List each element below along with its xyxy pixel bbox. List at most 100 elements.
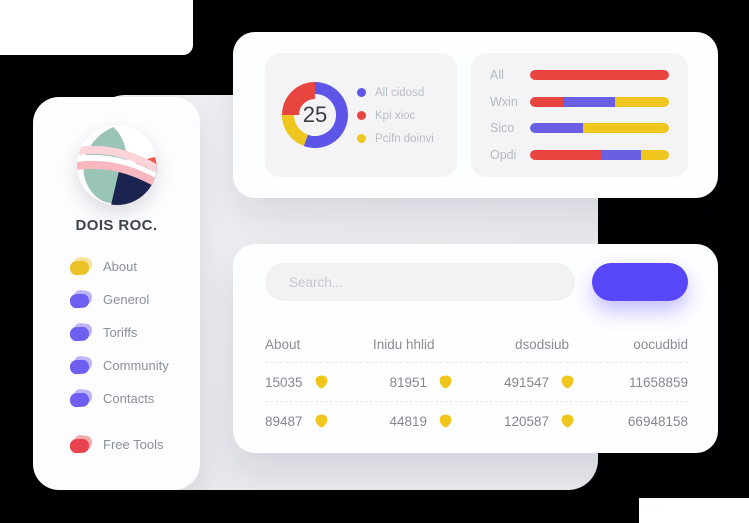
cell-value: 44819 [389, 413, 427, 429]
legend-item-all-cidosd: All cidosd [357, 81, 434, 104]
bar-segment [563, 96, 615, 107]
brand-logo-icon [76, 125, 157, 205]
cell-value: 15035 [265, 374, 303, 390]
bar-row-sico: Sico [490, 121, 669, 135]
donut-segment-pcifn-doinvi [282, 114, 309, 147]
table-cell: 11658859 [587, 375, 688, 390]
sidebar-item-contacts[interactable]: Contacts [69, 382, 200, 415]
legend-label: Pcifn doinvi [375, 132, 434, 145]
bars-panel: All Wxin Sico Opdi [471, 53, 688, 177]
bar-segment [530, 70, 669, 80]
brand-name: DOIS ROC. [75, 217, 158, 234]
donut-segment-kpi-xioc [282, 82, 316, 116]
data-table: About Inidu hhlid dsodsiub oocudbid 15035 8… [265, 326, 688, 440]
blob-icon [69, 435, 93, 454]
legend-dot [357, 88, 366, 97]
sidebar-item-label: Community [103, 358, 169, 373]
sidebar-menu-secondary: Free Tools [69, 428, 200, 461]
blob-icon [69, 257, 93, 276]
bar-segment [530, 149, 601, 160]
shield-icon [315, 414, 327, 428]
bar-label: All [490, 68, 504, 82]
table-header-row: About Inidu hhlid dsodsiub oocudbid [265, 326, 688, 362]
donut-chart-svg [282, 82, 348, 148]
bar-track [530, 123, 669, 134]
sidebar-item-free-tools[interactable]: Free Tools [69, 428, 200, 461]
column-header-dsodsiub: dsodsiub [514, 336, 569, 352]
donut-legend: All cidosd Kpi xioc Pcifn doinvi [357, 81, 434, 150]
table-cell: 66948158 [587, 414, 688, 429]
table-cell: 81951 [373, 375, 465, 390]
sidebar-item-about[interactable]: About [69, 250, 200, 283]
bar-row-wxin: Wxin [490, 95, 669, 109]
sidebar-item-label: Free Tools [103, 437, 164, 452]
bar-row-all: All [490, 68, 669, 82]
legend-item-kpi-xioc: Kpi xioc [357, 104, 434, 127]
donut-chart: 25 [275, 75, 355, 155]
cell-value: 81951 [389, 374, 427, 390]
table-card: About Inidu hhlid dsodsiub oocudbid 15035 8… [233, 244, 718, 453]
cell-value: 120587 [503, 413, 549, 429]
legend-dot [357, 111, 366, 120]
blob-icon [69, 356, 93, 375]
background-rect-bottom-right [639, 498, 749, 523]
column-header-about: About [265, 336, 301, 352]
sidebar-item-label: Generol [103, 292, 150, 307]
sidebar-item-community[interactable]: Community [69, 349, 200, 382]
column-header-inidu-hhlid: Inidu hhlid [373, 336, 435, 352]
blob-icon [69, 290, 93, 309]
legend-label: All cidosd [375, 86, 425, 99]
legend-item-pcifn-doinvi: Pcifn doinvi [357, 127, 434, 150]
sidebar: DOIS ROC. About Generol Toriffs Communit… [33, 97, 200, 490]
table-cell: 89487 [265, 414, 373, 429]
bar-segment [641, 149, 669, 160]
sidebar-item-generol[interactable]: Generol [69, 283, 200, 316]
shield-icon [439, 375, 452, 389]
shield-icon [439, 414, 452, 428]
blob-icon [69, 323, 93, 342]
shield-icon [561, 375, 574, 389]
stats-card: 25 All cidosd Kpi xioc Pcifn doinvi All Wxi… [233, 32, 718, 198]
search-input[interactable] [265, 263, 575, 301]
bar-row-opdi: Opdi [490, 148, 669, 162]
shield-icon [561, 414, 574, 428]
stacked-bars-chart: All Wxin Sico Opdi [471, 53, 688, 177]
bar-segment [582, 123, 669, 134]
table-cell: 15035 [265, 375, 373, 390]
legend-dot [357, 134, 366, 143]
table-row[interactable]: 15035 81951 491547 11658859 [265, 362, 688, 401]
bar-segment [530, 96, 564, 107]
bar-label: Opdi [490, 147, 517, 162]
table-cell: 491547 [465, 375, 587, 390]
sidebar-item-toriffs[interactable]: Toriffs [69, 316, 200, 349]
cell-value: 66948158 [627, 413, 688, 429]
bar-track [530, 96, 669, 107]
table-cell: 44819 [373, 414, 465, 429]
background-rect-top-left [0, 0, 193, 55]
bar-track [530, 149, 669, 160]
cell-value: 491547 [503, 374, 549, 390]
blob-icon [69, 389, 93, 408]
donut-panel: 25 All cidosd Kpi xioc Pcifn doinvi [265, 53, 457, 177]
bar-segment [600, 149, 642, 160]
table-body: 15035 81951 491547 11658859 89487 44819 1… [265, 362, 688, 440]
donut-segment-all-cidosd [303, 82, 348, 148]
shield-icon [315, 375, 327, 389]
cell-value: 11658859 [628, 374, 688, 390]
bar-segment [530, 123, 583, 134]
primary-button[interactable] [592, 263, 688, 301]
bar-label: Sico [490, 121, 515, 136]
brand-logo [76, 125, 157, 205]
donut-center-value: 25 [302, 102, 328, 127]
bar-track [530, 70, 669, 80]
column-header-oocudbid: oocudbid [633, 336, 688, 352]
table-row[interactable]: 89487 44819 120587 66948158 [265, 401, 688, 440]
bar-label: Wxin [490, 94, 518, 109]
bar-segment [614, 96, 669, 107]
cell-value: 89487 [265, 413, 303, 429]
table-cell: 120587 [465, 414, 587, 429]
sidebar-item-label: Toriffs [103, 325, 138, 340]
legend-label: Kpi xioc [375, 109, 416, 122]
sidebar-menu: About Generol Toriffs Community Contacts [69, 250, 200, 415]
